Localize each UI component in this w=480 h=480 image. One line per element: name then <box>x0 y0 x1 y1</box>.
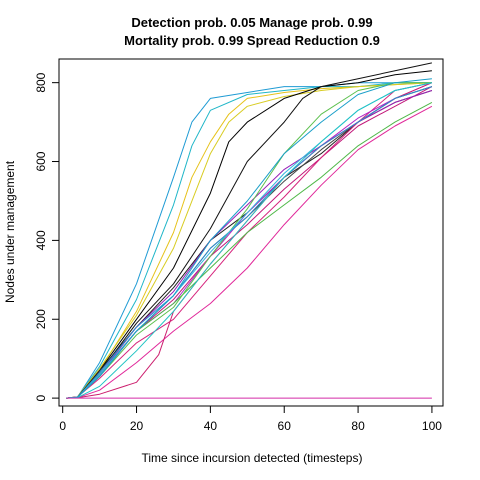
series-line-15 <box>66 101 433 399</box>
series-line-2 <box>66 82 432 399</box>
series-line-20 <box>66 78 432 399</box>
x-tick-label-6: 100 <box>422 419 442 433</box>
y-tick-label-2: 200 <box>34 309 48 329</box>
series-line-12 <box>66 82 433 399</box>
x-tick-label-2: 20 <box>130 419 144 433</box>
y-axis-label: Nodes under management <box>3 160 17 303</box>
series-line-16 <box>66 82 432 399</box>
x-tick-label-5: 80 <box>351 419 365 433</box>
x-axis: 0 20 40 60 80 100 <box>59 406 442 433</box>
x-tick-label-1: 0 <box>59 419 66 433</box>
chart-title-line1: Detection prob. 0.05 Manage prob. 0.99 <box>131 15 372 30</box>
series-line-19 <box>66 82 433 399</box>
chart-title-line2: Mortality prob. 0.99 Spread Reduction 0.… <box>124 33 380 48</box>
series-line-13 <box>66 105 433 399</box>
series-line-14 <box>66 82 433 399</box>
series-line-10 <box>66 82 433 399</box>
plot-frame <box>58 58 444 407</box>
series-lines <box>66 62 433 399</box>
series-line-1 <box>66 82 432 399</box>
x-tick-label-3: 40 <box>204 419 218 433</box>
y-tick-label-4: 600 <box>34 151 48 171</box>
x-axis-label: Time since incursion detected (timesteps… <box>142 451 363 465</box>
y-tick-label-1: 0 <box>34 394 48 401</box>
series-line-3 <box>66 82 432 399</box>
series-line-18 <box>66 82 433 399</box>
y-tick-label-3: 400 <box>34 230 48 250</box>
y-axis: 0 200 400 600 800 <box>34 72 59 401</box>
x-tick-label-4: 60 <box>278 419 292 433</box>
y-tick-label-5: 800 <box>34 72 48 92</box>
series-line-4 <box>66 82 432 399</box>
